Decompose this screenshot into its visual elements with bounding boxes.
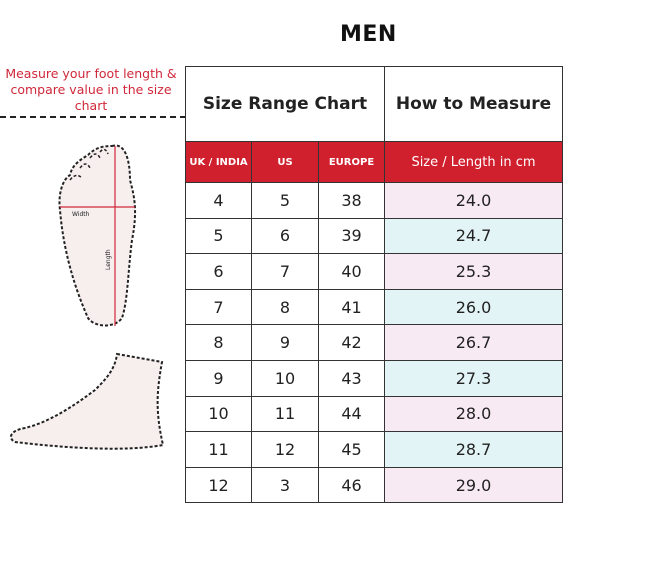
length-cm: 24.7 [384,217,563,255]
size-chart-table: Size Range Chart How to Measure UK / IND… [185,66,563,504]
length-cm: 25.3 [384,253,563,290]
foot-sole-diagram: Width Length [58,144,137,327]
length-cm: 27.3 [384,359,563,397]
table-row: 12 3 46 29.0 [185,466,563,504]
length-cm: 28.7 [384,431,563,468]
length-cm: 26.0 [384,288,563,326]
uk-size: 11 [185,431,252,468]
us-size: 5 [251,182,319,219]
page-title: MEN [340,22,397,47]
uk-size: 4 [185,182,252,219]
us-size: 9 [251,324,319,361]
width-label: Width [72,211,90,218]
table-row: 6 7 40 25.3 [185,253,563,290]
us-size: 12 [251,431,319,468]
europe-size: 46 [318,466,385,504]
col-us: US [251,141,319,183]
table-row: 4 5 38 24.0 [185,182,563,219]
uk-size: 9 [185,359,252,397]
europe-size: 44 [318,395,385,433]
europe-size: 40 [318,253,385,290]
us-size: 10 [251,359,319,397]
table-row: 9 10 43 27.3 [185,359,563,397]
us-size: 7 [251,253,319,290]
uk-size: 8 [185,324,252,361]
table-row: 8 9 42 26.7 [185,324,563,361]
uk-size: 6 [185,253,252,290]
uk-size: 12 [185,466,252,504]
col-uk-india: UK / INDIA [185,141,252,183]
size-range-chart-heading: Size Range Chart [185,66,385,142]
uk-size: 5 [185,217,252,255]
table-row: 5 6 39 24.7 [185,217,563,255]
europe-size: 43 [318,359,385,397]
length-cm: 24.0 [384,182,563,219]
europe-size: 45 [318,431,385,468]
us-size: 11 [251,395,319,433]
europe-size: 38 [318,182,385,219]
us-size: 6 [251,217,319,255]
europe-size: 41 [318,288,385,326]
us-size: 8 [251,288,319,326]
col-europe: EUROPE [318,141,385,183]
length-label: Length [105,249,112,270]
foot-side-diagram [9,352,165,450]
length-cm: 28.0 [384,395,563,433]
uk-size: 7 [185,288,252,326]
table-row: 11 12 45 28.7 [185,431,563,468]
table-row: 10 11 44 28.0 [185,395,563,433]
length-cm: 26.7 [384,324,563,361]
how-to-measure-heading: How to Measure [384,66,563,142]
europe-size: 42 [318,324,385,361]
us-size: 3 [251,466,319,504]
europe-size: 39 [318,217,385,255]
dashed-divider [0,116,186,118]
measure-instruction: Measure your foot length & compare value… [5,66,177,113]
col-length-cm: Size / Length in cm [384,141,563,183]
uk-size: 10 [185,395,252,433]
table-row: 7 8 41 26.0 [185,288,563,326]
length-cm: 29.0 [384,466,563,504]
